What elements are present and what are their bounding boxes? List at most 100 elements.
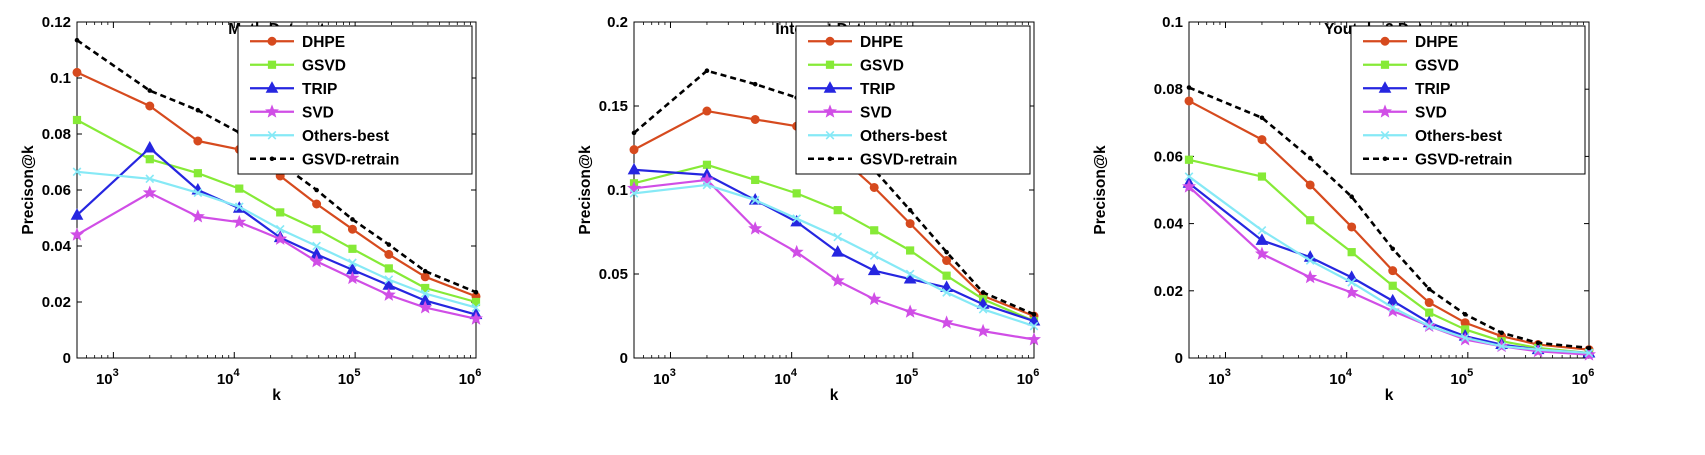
- data-point-trip: [144, 142, 155, 152]
- y-tick-label: 0: [620, 350, 628, 367]
- data-point-dhpe: [385, 250, 393, 258]
- data-point-gsvd: [349, 245, 356, 252]
- data-point-gsvd: [793, 190, 800, 197]
- data-point-gsvd: [943, 272, 950, 279]
- data-point-dhpe: [943, 257, 951, 265]
- data-point-gsvd: [236, 185, 243, 192]
- legend-swatch-marker: [828, 156, 833, 161]
- data-point-svd: [832, 274, 844, 286]
- x-tick-label: 104: [774, 367, 798, 388]
- legend: DHPEGSVDTRIPSVDOthers-bestGSVD-retrain: [796, 26, 1030, 174]
- data-point-gsvd-retrain: [314, 188, 319, 193]
- data-point-dhpe: [146, 102, 154, 110]
- legend: DHPEGSVDTRIPSVDOthers-bestGSVD-retrain: [238, 26, 472, 174]
- data-point-svd: [904, 305, 916, 317]
- legend-swatch-marker: [1381, 61, 1388, 68]
- legend-label: GSVD-retrain: [860, 151, 957, 168]
- legend-label: DHPE: [302, 34, 345, 51]
- legend-label: GSVD-retrain: [302, 151, 399, 168]
- legend: DHPEGSVDTRIPSVDOthers-bestGSVD-retrain: [1351, 26, 1585, 174]
- data-point-gsvd: [1258, 173, 1265, 180]
- data-point-svd: [940, 316, 952, 328]
- x-tick-label: 103: [653, 367, 676, 388]
- data-point-svd: [1345, 286, 1357, 298]
- data-point-dhpe: [751, 115, 759, 123]
- legend-label: SVD: [1415, 104, 1447, 121]
- data-point-gsvd-retrain: [75, 38, 80, 43]
- y-tick-label: 0.06: [42, 182, 71, 199]
- data-point-gsvd-retrain: [387, 242, 392, 247]
- y-tick-label: 0.1: [607, 182, 628, 199]
- data-point-gsvd-retrain: [1308, 156, 1313, 161]
- data-point-gsvd: [703, 161, 710, 168]
- y-tick-label: 0.02: [1154, 283, 1183, 300]
- legend-swatch-marker: [826, 61, 833, 68]
- series-line-svd: [634, 180, 1034, 340]
- legend-label: DHPE: [860, 34, 903, 51]
- x-tick-label: 106: [459, 367, 482, 388]
- legend-swatch-marker: [270, 156, 275, 161]
- legend-label: TRIP: [1415, 81, 1450, 98]
- data-point-gsvd-retrain: [908, 208, 913, 213]
- data-point-svd: [192, 210, 204, 222]
- legend-label: GSVD: [302, 57, 346, 74]
- data-point-gsvd: [385, 265, 392, 272]
- chart-panel-1: Math Dataset00.020.040.060.080.10.121031…: [20, 14, 482, 404]
- data-point-svd: [233, 216, 245, 228]
- x-tick-label: 104: [1329, 367, 1353, 388]
- data-point-dhpe: [630, 146, 638, 154]
- y-tick-label: 0.08: [1154, 81, 1183, 98]
- y-tick-label: 0: [63, 350, 71, 367]
- data-point-gsvd-retrain: [1536, 341, 1541, 346]
- data-point-gsvd-retrain: [147, 88, 152, 93]
- data-point-gsvd-retrain: [1260, 115, 1265, 120]
- series-svd: [628, 173, 1040, 344]
- data-point-dhpe: [1306, 181, 1314, 189]
- legend-swatch-marker: [268, 37, 276, 45]
- x-axis-label: k: [830, 387, 839, 404]
- data-point-svd: [1304, 271, 1316, 283]
- data-point-gsvd-retrain: [1499, 331, 1504, 336]
- data-point-dhpe: [1185, 97, 1193, 105]
- legend-label: SVD: [302, 104, 334, 121]
- data-point-gsvd-retrain: [981, 290, 986, 295]
- legend-label: GSVD-retrain: [1415, 151, 1512, 168]
- x-axis-label: k: [272, 387, 281, 404]
- data-point-gsvd: [752, 176, 759, 183]
- data-point-gsvd-retrain: [1187, 85, 1192, 90]
- y-tick-label: 0.04: [1154, 216, 1184, 233]
- data-point-gsvd-retrain: [350, 217, 355, 222]
- data-point-gsvd: [277, 209, 284, 216]
- data-point-dhpe: [194, 137, 202, 145]
- data-point-gsvd: [73, 116, 80, 123]
- x-axis-label: k: [1385, 387, 1394, 404]
- data-point-dhpe: [348, 225, 356, 233]
- x-tick-label: 105: [338, 367, 361, 388]
- data-point-gsvd-retrain: [1032, 312, 1037, 317]
- data-point-dhpe: [313, 200, 321, 208]
- data-point-gsvd: [1389, 282, 1396, 289]
- data-point-gsvd: [1307, 217, 1314, 224]
- series-others-best: [1185, 173, 1593, 357]
- data-point-trip: [832, 246, 843, 256]
- data-point-dhpe: [906, 220, 914, 228]
- data-point-gsvd-retrain: [753, 82, 758, 87]
- data-point-gsvd: [146, 156, 153, 163]
- data-point-gsvd: [834, 207, 841, 214]
- data-point-gsvd-retrain: [944, 250, 949, 255]
- y-tick-label: 0.02: [42, 294, 71, 311]
- data-point-dhpe: [73, 68, 81, 76]
- series-gsvd: [1185, 156, 1592, 356]
- legend-label: GSVD: [1415, 57, 1459, 74]
- data-point-gsvd: [871, 227, 878, 234]
- legend-swatch-marker: [1381, 37, 1389, 45]
- series-line-others-best: [1189, 177, 1589, 353]
- data-point-trip: [1256, 234, 1267, 244]
- chart-panel-3: Youtube2 Dataset00.020.040.060.080.11031…: [1092, 14, 1595, 404]
- y-tick-label: 0: [1175, 350, 1183, 367]
- data-point-gsvd-retrain: [1427, 287, 1432, 292]
- y-tick-label: 0.1: [1162, 14, 1183, 31]
- data-point-trip: [629, 164, 640, 174]
